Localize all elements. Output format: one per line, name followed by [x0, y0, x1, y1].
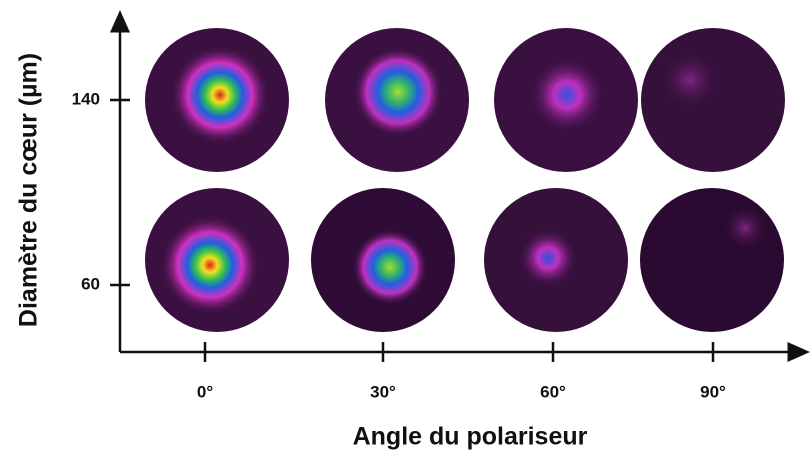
spot	[660, 50, 720, 110]
spot	[353, 47, 443, 137]
x-axis-title: Angle du polariseur	[353, 423, 588, 451]
y-tick-label: 60	[81, 274, 100, 293]
image	[640, 188, 784, 332]
images	[145, 28, 785, 332]
x-tick-label: 60°	[540, 382, 566, 401]
spot	[518, 228, 578, 288]
y-tick-label: 140	[72, 89, 100, 108]
spot	[160, 215, 260, 315]
spot	[352, 229, 428, 305]
x-tick-label: 90°	[700, 382, 726, 401]
x-tick-label: 0°	[197, 382, 213, 401]
x-tick-label: 30°	[370, 382, 396, 401]
y-axis-title: Diamètre du cœur (µm)	[15, 53, 43, 327]
image	[641, 28, 785, 172]
spot	[723, 206, 767, 250]
spot	[529, 57, 605, 133]
spot	[170, 45, 270, 145]
